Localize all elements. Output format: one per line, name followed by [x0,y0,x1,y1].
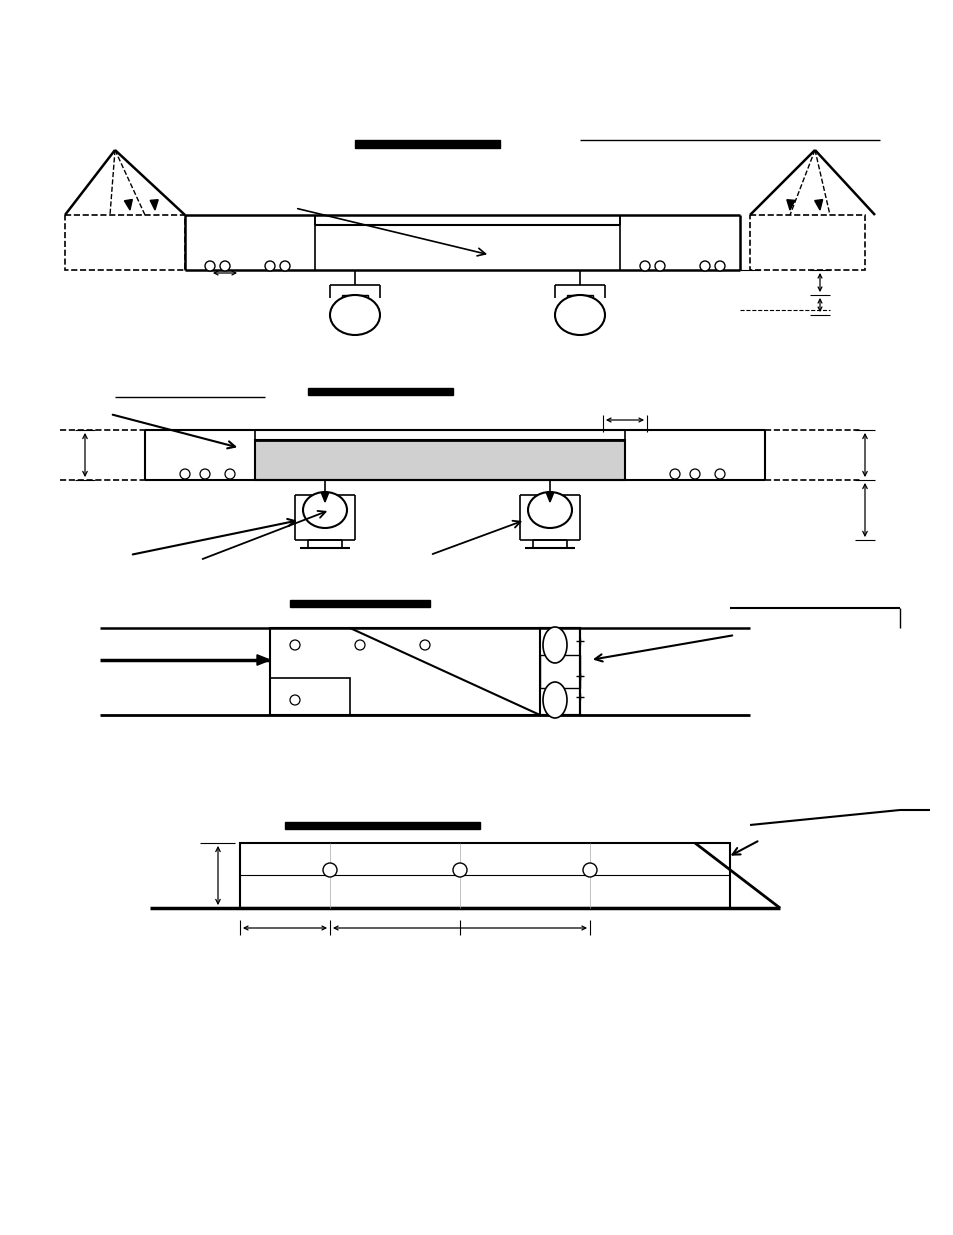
Bar [270,678,350,715]
Circle shape [205,261,214,270]
Ellipse shape [330,295,379,335]
Circle shape [323,863,336,877]
Circle shape [453,863,467,877]
Circle shape [180,469,190,479]
Circle shape [689,469,700,479]
Bar [254,440,624,480]
Circle shape [700,261,709,270]
Polygon shape [786,200,794,210]
Circle shape [265,261,274,270]
Circle shape [200,469,210,479]
Bar [308,388,453,395]
Circle shape [714,261,724,270]
Circle shape [290,640,299,650]
Polygon shape [256,655,270,666]
Bar [254,440,624,480]
Ellipse shape [527,492,572,529]
Bar [270,629,579,715]
Circle shape [639,261,649,270]
Bar [566,295,593,305]
Bar [341,295,368,305]
Bar [539,629,579,715]
Circle shape [290,695,299,705]
Polygon shape [321,493,328,501]
Circle shape [220,261,230,270]
Bar [240,844,729,908]
Circle shape [655,261,664,270]
Polygon shape [150,200,158,210]
Bar [65,215,185,270]
Bar [749,215,864,270]
Ellipse shape [555,295,604,335]
Circle shape [669,469,679,479]
Circle shape [419,640,430,650]
Circle shape [280,261,290,270]
Ellipse shape [542,627,566,663]
Circle shape [582,863,597,877]
Bar [290,600,430,606]
Circle shape [355,640,365,650]
Ellipse shape [542,682,566,718]
Bar [285,823,479,829]
Bar [355,140,499,148]
Polygon shape [124,200,132,210]
Ellipse shape [303,492,347,529]
Circle shape [714,469,724,479]
Polygon shape [814,200,821,210]
Polygon shape [546,493,553,501]
Bar [539,655,579,688]
Circle shape [225,469,234,479]
